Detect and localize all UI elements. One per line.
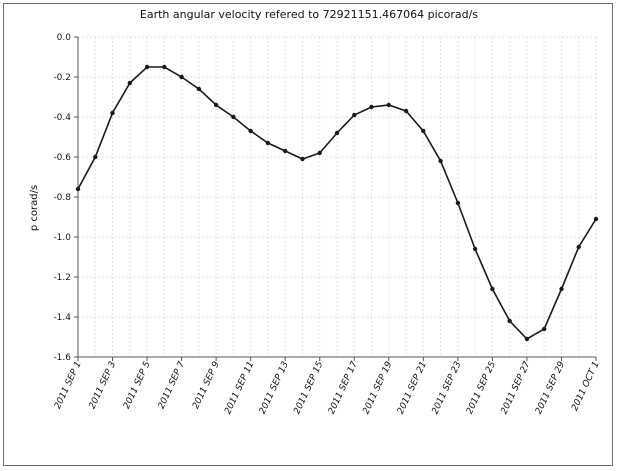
y-tick-label: -0.8 [53, 193, 71, 203]
x-tick-label: 2011 SEP 17 [327, 360, 360, 416]
y-tick-label: -1.4 [53, 313, 71, 323]
data-point [144, 64, 150, 70]
series-layer [75, 64, 599, 342]
x-tick-label: 2011 SEP 5 [122, 360, 153, 411]
y-tick-label: -1.6 [53, 353, 71, 363]
data-point [490, 286, 495, 292]
y-tick-label: -0.4 [53, 113, 71, 123]
data-point [265, 140, 271, 146]
data-point [231, 114, 236, 120]
chart-svg: Earth angular velocity refered to 729211… [29, 8, 602, 416]
data-point [127, 80, 132, 86]
x-tick-label: 2011 SEP 1 [53, 360, 84, 411]
x-tick-label: 2011 SEP 11 [223, 360, 256, 416]
data-point [248, 128, 253, 134]
y-tick-label: -0.2 [53, 73, 71, 83]
x-tick-label: 2011 SEP 3 [88, 360, 119, 411]
data-point [421, 128, 426, 134]
data-point [334, 130, 340, 136]
data-point [300, 156, 305, 162]
data-point [369, 104, 374, 110]
x-tick-label: 2011 SEP 21 [396, 360, 429, 416]
y-ticks: 0.0 -0.2 -0.4 -0.6 -0.8 -1.0 -1.2 -1.4 -1.6 [53, 33, 78, 363]
x-tick-label: 2011 OCT 1 [570, 360, 602, 412]
data-point [386, 102, 391, 108]
data-point [196, 86, 202, 92]
y-tick-label: 0.0 [57, 33, 72, 43]
data-point [455, 200, 461, 206]
data-point [542, 326, 547, 332]
x-tick-label: 2011 SEP 7 [157, 360, 188, 411]
data-point [110, 110, 115, 116]
data-point [93, 154, 98, 160]
y-tick-label: -1.0 [53, 233, 71, 243]
data-point [593, 216, 599, 222]
y-tick-label: -0.6 [53, 153, 71, 163]
data-point [438, 158, 443, 164]
data-point [559, 286, 564, 292]
data-point [283, 148, 288, 154]
chart-title: Earth angular velocity refered to 729211… [140, 8, 478, 21]
data-point [524, 336, 530, 342]
data-point [75, 186, 81, 192]
data-point [317, 150, 322, 156]
data-point [179, 74, 184, 80]
data-point [472, 246, 478, 252]
y-axis-label: p corad/s [29, 185, 40, 231]
x-ticks: 2011 SEP 1 2011 SEP 3 2011 SEP 5 2011 SEP 7… [53, 357, 602, 416]
x-tick-label: 2011 SEP 29 [534, 360, 567, 416]
y-tick-label: -1.2 [53, 273, 71, 283]
x-tick-label: 2011 SEP 13 [258, 360, 291, 416]
grid-layer [77, 36, 597, 358]
x-tick-label: 2011 SEP 27 [500, 360, 533, 416]
data-point [403, 108, 409, 114]
data-point [162, 64, 167, 70]
chart-frame: Earth angular velocity refered to 729211… [3, 3, 613, 466]
data-point [576, 244, 581, 250]
x-tick-label: 2011 SEP 19 [361, 360, 394, 416]
data-point [213, 102, 219, 108]
x-tick-label: 2011 SEP 23 [430, 360, 463, 416]
x-tick-label: 2011 SEP 25 [465, 360, 498, 416]
x-tick-label: 2011 SEP 15 [292, 360, 325, 416]
data-point [352, 112, 357, 118]
x-tick-label: 2011 SEP 9 [191, 360, 222, 411]
data-point [507, 318, 512, 324]
